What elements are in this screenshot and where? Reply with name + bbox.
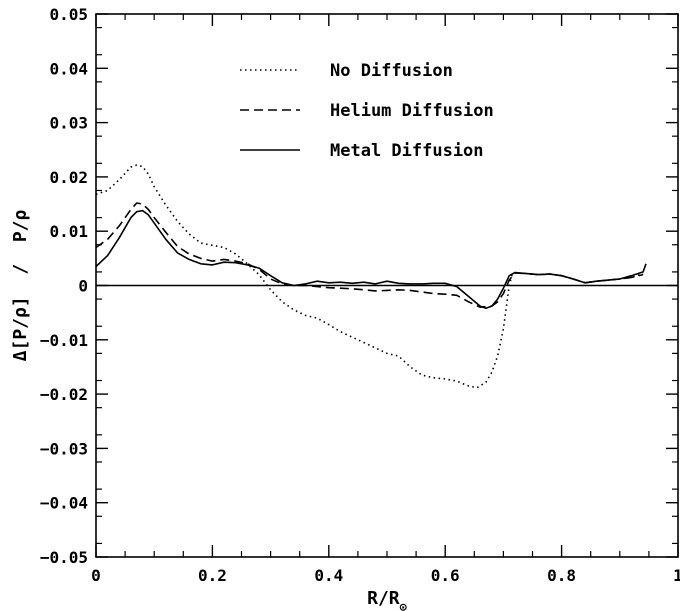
x-axis-label: R/R⊙	[367, 588, 408, 611]
x-axis-label-main: R/R	[367, 588, 400, 609]
ticks-layer: 0 0.2 0.4 0.6 0.8 1 −0.05 −0.04 −0.03 −0.02 −0.01 0…	[40, 5, 680, 585]
x-axis-label-subscript: ⊙	[400, 600, 408, 611]
legend-label: No Diffusion	[330, 61, 453, 81]
y-tick-label: 0.05	[49, 5, 88, 24]
y-tick-label: −0.03	[40, 439, 88, 458]
y-tick-label: 0.02	[49, 168, 88, 187]
legend-label: Helium Diffusion	[330, 101, 494, 121]
x-tick-label: 0.6	[431, 566, 460, 585]
series-layer	[95, 164, 647, 389]
y-tick-label: −0.01	[40, 331, 88, 350]
series-line-solid	[95, 209, 647, 310]
x-tick-label: 0.2	[198, 566, 227, 585]
y-tick-label: −0.05	[40, 548, 88, 567]
y-tick-label: 0.01	[49, 222, 88, 241]
legend: No Diffusion Helium Diffusion Metal Diffus…	[240, 61, 494, 161]
y-tick-label: 0	[78, 277, 88, 296]
y-axis-label: Δ[P/ρ] / P/ρ	[10, 209, 31, 361]
legend-label: Metal Diffusion	[330, 141, 484, 161]
x-tick-label: 1	[673, 566, 680, 585]
series-line-dotted	[95, 164, 644, 389]
x-tick-label: 0	[91, 566, 101, 585]
x-tick-label: 0.4	[314, 566, 343, 585]
y-tick-label: −0.04	[40, 494, 88, 513]
y-tick-label: 0.04	[49, 59, 88, 78]
x-tick-label: 0.8	[547, 566, 576, 585]
y-tick-label: −0.02	[40, 385, 88, 404]
y-tick-label: 0.03	[49, 114, 88, 133]
